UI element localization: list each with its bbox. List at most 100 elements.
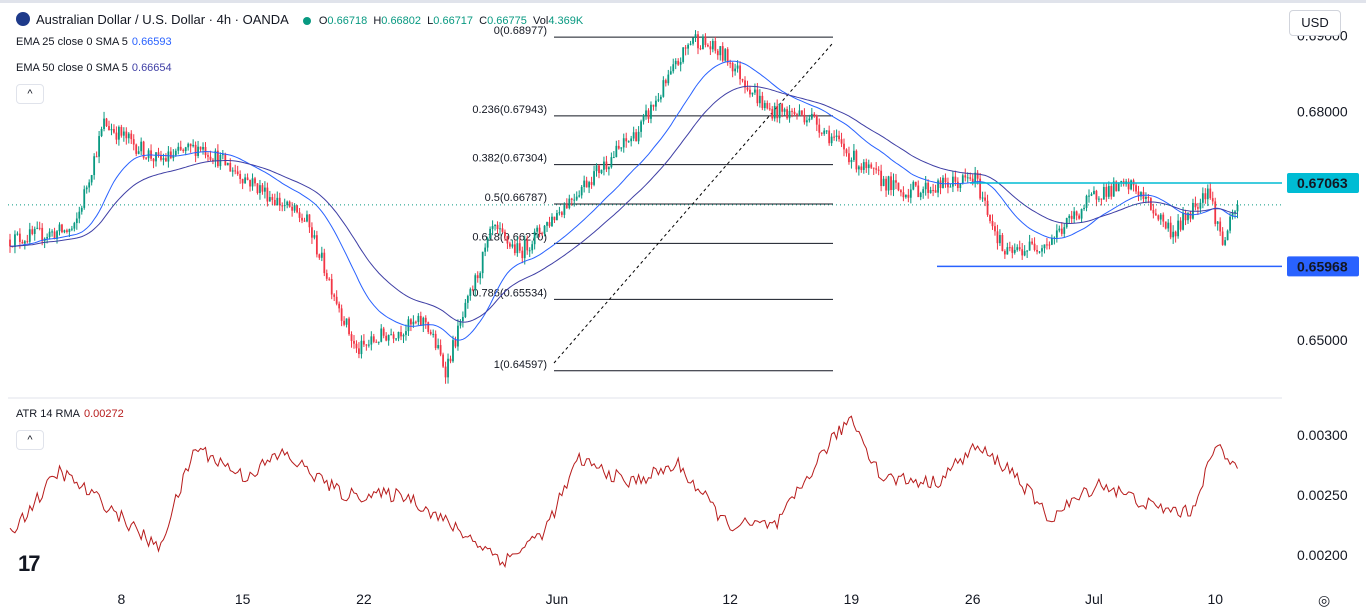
candle-body	[1117, 182, 1120, 192]
candle-body	[457, 325, 459, 347]
candle-body	[281, 205, 284, 207]
candle-body	[521, 250, 524, 259]
candle-body	[320, 252, 323, 258]
candle-body	[61, 224, 63, 233]
candle-body	[600, 169, 603, 174]
vol-label: Vol	[533, 15, 549, 27]
candle-body	[568, 198, 571, 209]
candle-body	[216, 150, 219, 167]
candle-body	[1008, 247, 1011, 249]
tradingview-logo: 17	[18, 551, 41, 576]
fib-level-label: 0.236(0.67943)	[472, 104, 547, 116]
candle-body	[202, 146, 204, 150]
candle-body	[1003, 251, 1006, 255]
atr-legend[interactable]: ATR 14 RMA 0.00272	[16, 406, 124, 422]
time-tick-label: 26	[965, 591, 981, 607]
collapse-legend-button[interactable]: ^	[16, 84, 44, 104]
candle-body	[1023, 251, 1026, 256]
candle-body	[1164, 221, 1167, 229]
price-labels: 0.67063 0.65968	[1287, 172, 1359, 277]
candle-body	[1088, 195, 1090, 197]
candle-body	[642, 115, 645, 122]
currency-button[interactable]: USD	[1289, 10, 1341, 36]
candle-body	[207, 155, 209, 157]
candle-body	[689, 43, 692, 45]
candle-body	[78, 211, 81, 219]
ema50-legend[interactable]: EMA 50 close 0 SMA 5 0.66654	[16, 60, 172, 76]
candle-body	[1110, 186, 1113, 197]
candle-body	[496, 224, 499, 230]
candle-body	[147, 150, 150, 159]
candle-body	[1194, 202, 1197, 208]
candle-body	[1147, 196, 1150, 199]
candle-body	[860, 166, 863, 170]
candle-body	[664, 80, 667, 84]
candle-body	[345, 318, 348, 325]
candle-body	[778, 103, 781, 119]
candle-body	[796, 114, 798, 116]
candle-body	[902, 192, 905, 198]
candle-body	[605, 161, 608, 170]
candle-body	[1214, 201, 1217, 224]
candle-body	[28, 229, 31, 242]
candle-body	[1018, 247, 1021, 250]
candle-body	[850, 159, 853, 163]
candle-body	[83, 189, 86, 208]
candle-body	[26, 241, 29, 243]
candle-body	[353, 340, 355, 344]
candle-body	[286, 201, 289, 206]
candle-body	[442, 354, 444, 367]
candle-body	[820, 132, 823, 134]
candle-body	[840, 139, 843, 144]
candle-body	[259, 185, 261, 194]
candle-body	[41, 227, 44, 242]
candle-body	[1140, 192, 1142, 197]
candle-body	[801, 110, 803, 115]
candle-body	[808, 118, 811, 121]
candle-body	[266, 187, 269, 202]
time-tick-label: Jul	[1085, 591, 1103, 607]
candle-body	[838, 135, 840, 140]
candle-body	[984, 197, 986, 201]
candle-body	[189, 143, 192, 147]
candle-body	[1060, 228, 1063, 234]
settings-icon[interactable]: ◎	[1318, 592, 1331, 608]
candle-body	[1075, 211, 1078, 216]
candle-body	[350, 334, 353, 341]
candle-body	[1115, 181, 1118, 192]
candle-body	[625, 138, 628, 142]
symbol-legend: Australian Dollar / U.S. Dollar · 4h · O…	[16, 12, 583, 29]
collapse-atr-legend-button[interactable]: ^	[16, 430, 44, 450]
candle-body	[627, 141, 630, 143]
fib-level-label: 0.5(0.66787)	[485, 192, 547, 204]
candle-body	[1090, 194, 1093, 196]
candle-body	[541, 233, 543, 235]
candle-body	[385, 335, 388, 341]
candle-body	[583, 180, 586, 187]
atr-tick-label: 0.00300	[1297, 427, 1348, 443]
candle-body	[573, 199, 576, 201]
candle-body	[551, 216, 553, 227]
ema25-legend[interactable]: EMA 25 close 0 SMA 5 0.66593	[16, 34, 172, 50]
candle-body	[88, 182, 91, 188]
candle-body	[1149, 198, 1152, 210]
candle-body	[652, 104, 655, 107]
ema25-line	[10, 60, 1238, 341]
candle-body	[303, 220, 306, 222]
candle-body	[637, 131, 640, 142]
fibonacci-retracement: 0(0.68977) 0.236(0.67943) 0.382(0.67304) 0.…	[472, 25, 833, 372]
candle-body	[231, 170, 234, 172]
candle-body	[679, 61, 682, 65]
candle-body	[706, 44, 709, 47]
candle-body	[1112, 181, 1115, 197]
candle-body	[598, 165, 600, 174]
candle-body	[763, 103, 766, 109]
candle-body	[283, 205, 286, 207]
fib-level-label: 0(0.68977)	[494, 25, 547, 37]
candle-body	[558, 212, 561, 214]
candle-body	[949, 186, 952, 188]
symbol-title[interactable]: Australian Dollar / U.S. Dollar · 4h · O…	[36, 12, 289, 27]
candle-body	[1098, 198, 1100, 200]
candle-body	[338, 303, 341, 309]
